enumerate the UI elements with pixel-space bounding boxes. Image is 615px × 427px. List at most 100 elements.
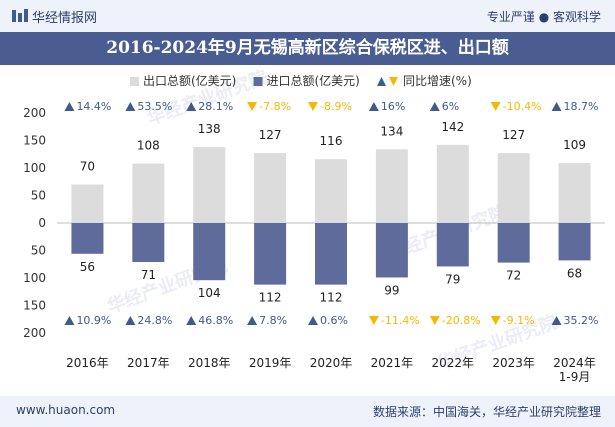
import-growth-label: 24.8% xyxy=(137,314,172,327)
chart-area: 华经产业研究院华经产业研究院华经产业研究院华经产业研究院出口总额(亿美元)进口总… xyxy=(23,66,605,384)
brand-name: 华经情报网 xyxy=(32,11,98,26)
import-value-label: 104 xyxy=(198,286,221,300)
legend-down-triangle-icon xyxy=(389,77,398,86)
x-category-label: 2024年 xyxy=(553,356,596,370)
import-growth-up-icon xyxy=(64,316,75,325)
x-category-label: 2020年 xyxy=(310,356,353,370)
chart-title: 2016-2024年9月无锡高新区综合保税区进、出口额 xyxy=(106,38,509,58)
import-bar xyxy=(497,223,530,263)
export-growth-label: -7.8% xyxy=(259,100,291,113)
import-value-label: 79 xyxy=(445,272,460,286)
y-tick-label: 50 xyxy=(31,189,46,203)
legend-label: 进口总额(亿美元) xyxy=(267,73,360,88)
export-growth-up-icon xyxy=(64,102,75,111)
legend-label: 同比增速(%) xyxy=(403,74,472,88)
import-growth-label: 46.8% xyxy=(198,314,233,327)
import-growth-label: 35.2% xyxy=(564,314,599,327)
export-growth-up-icon xyxy=(125,102,136,111)
header-slogan: 专业严谨 ● 客观科学 xyxy=(486,10,601,24)
import-value-label: 71 xyxy=(141,268,156,282)
export-bar xyxy=(436,144,469,223)
export-growth-label: 28.1% xyxy=(198,100,233,113)
import-growth-down-icon xyxy=(368,316,379,325)
import-growth-label: 10.9% xyxy=(76,314,111,327)
legend-up-triangle-icon xyxy=(377,77,386,86)
import-bar xyxy=(254,223,287,285)
x-category-label: 2022年 xyxy=(432,356,475,370)
import-value-label: 99 xyxy=(384,283,399,297)
import-growth-down-icon xyxy=(429,316,440,325)
title-band: 2016-2024年9月无锡高新区综合保税区进、出口额 xyxy=(0,32,615,65)
export-bar xyxy=(375,149,408,223)
x-category-label: 2019年 xyxy=(249,356,292,370)
export-growth-down-icon xyxy=(247,102,258,111)
export-bar xyxy=(193,147,226,223)
x-category-label: 2023年 xyxy=(492,356,535,370)
import-bar xyxy=(193,223,226,281)
import-growth-label: -11.4% xyxy=(381,314,420,327)
export-value-label: 70 xyxy=(80,160,95,174)
export-growth-up-icon xyxy=(429,102,440,111)
export-value-label: 127 xyxy=(259,128,282,142)
import-growth-up-icon xyxy=(308,316,318,325)
export-growth-up-icon xyxy=(551,102,562,111)
export-value-label: 116 xyxy=(320,134,343,148)
footer-bar: www.huaon.com 数据来源：中国海关，华经产业研究院整理 xyxy=(0,396,615,427)
import-value-label: 68 xyxy=(567,266,582,280)
import-growth-up-icon xyxy=(247,316,258,325)
import-growth-up-icon xyxy=(551,316,562,325)
import-growth-up-icon xyxy=(186,316,197,325)
import-growth-label: 0.6% xyxy=(320,314,348,327)
export-bar xyxy=(254,153,287,223)
export-growth-up-icon xyxy=(368,102,379,111)
legend-swatch xyxy=(253,77,263,86)
export-value-label: 108 xyxy=(137,139,160,153)
footer-url: www.huaon.com xyxy=(16,403,116,417)
y-tick-label: 0 xyxy=(38,216,46,230)
import-value-label: 112 xyxy=(320,291,343,305)
export-growth-label: 18.7% xyxy=(564,100,599,113)
import-bar xyxy=(436,223,469,267)
import-bar xyxy=(132,223,165,263)
import-value-label: 72 xyxy=(506,269,521,283)
export-value-label: 134 xyxy=(380,124,403,138)
x-category-label: 2021年 xyxy=(371,356,414,370)
legend-label: 出口总额(亿美元) xyxy=(143,73,236,88)
legend-swatch xyxy=(130,77,139,86)
export-bar xyxy=(71,184,104,223)
x-category-label: 1-9月 xyxy=(559,370,591,384)
export-bar xyxy=(315,159,347,223)
footer-source: 数据来源：中国海关，华经产业研究院整理 xyxy=(372,405,601,419)
y-tick-label: 100 xyxy=(23,161,46,175)
export-value-label: 138 xyxy=(198,122,221,136)
export-value-label: 142 xyxy=(441,120,464,134)
export-growth-label: 16% xyxy=(381,100,405,113)
export-growth-down-icon xyxy=(308,102,318,111)
y-tick-label: 150 xyxy=(23,299,46,313)
header-bar: 华经情报网 专业严谨 ● 客观科学 xyxy=(0,0,615,32)
export-bar xyxy=(132,163,165,223)
x-category-label: 2016年 xyxy=(66,356,109,370)
export-value-label: 127 xyxy=(502,128,525,142)
y-tick-label: 200 xyxy=(23,106,46,120)
brand-logo-icon xyxy=(12,9,28,22)
export-growth-label: -8.9% xyxy=(320,100,352,113)
export-growth-label: 53.5% xyxy=(137,100,172,113)
export-growth-label: -10.4% xyxy=(503,100,542,113)
import-bar xyxy=(558,223,591,261)
import-growth-label: -9.1% xyxy=(503,314,535,327)
export-bar xyxy=(497,153,530,223)
y-tick-label: 50 xyxy=(31,244,46,258)
export-value-label: 109 xyxy=(563,138,586,152)
import-growth-down-icon xyxy=(490,316,501,325)
y-tick-label: 100 xyxy=(23,271,46,285)
x-category-label: 2017年 xyxy=(127,356,170,370)
import-growth-label: -20.8% xyxy=(442,314,481,327)
import-bar xyxy=(71,223,104,254)
y-tick-label: 150 xyxy=(23,134,46,148)
export-growth-up-icon xyxy=(186,102,197,111)
import-growth-up-icon xyxy=(125,316,136,325)
x-category-label: 2018年 xyxy=(188,356,231,370)
export-growth-label: 6% xyxy=(442,100,459,113)
import-value-label: 112 xyxy=(259,291,282,305)
